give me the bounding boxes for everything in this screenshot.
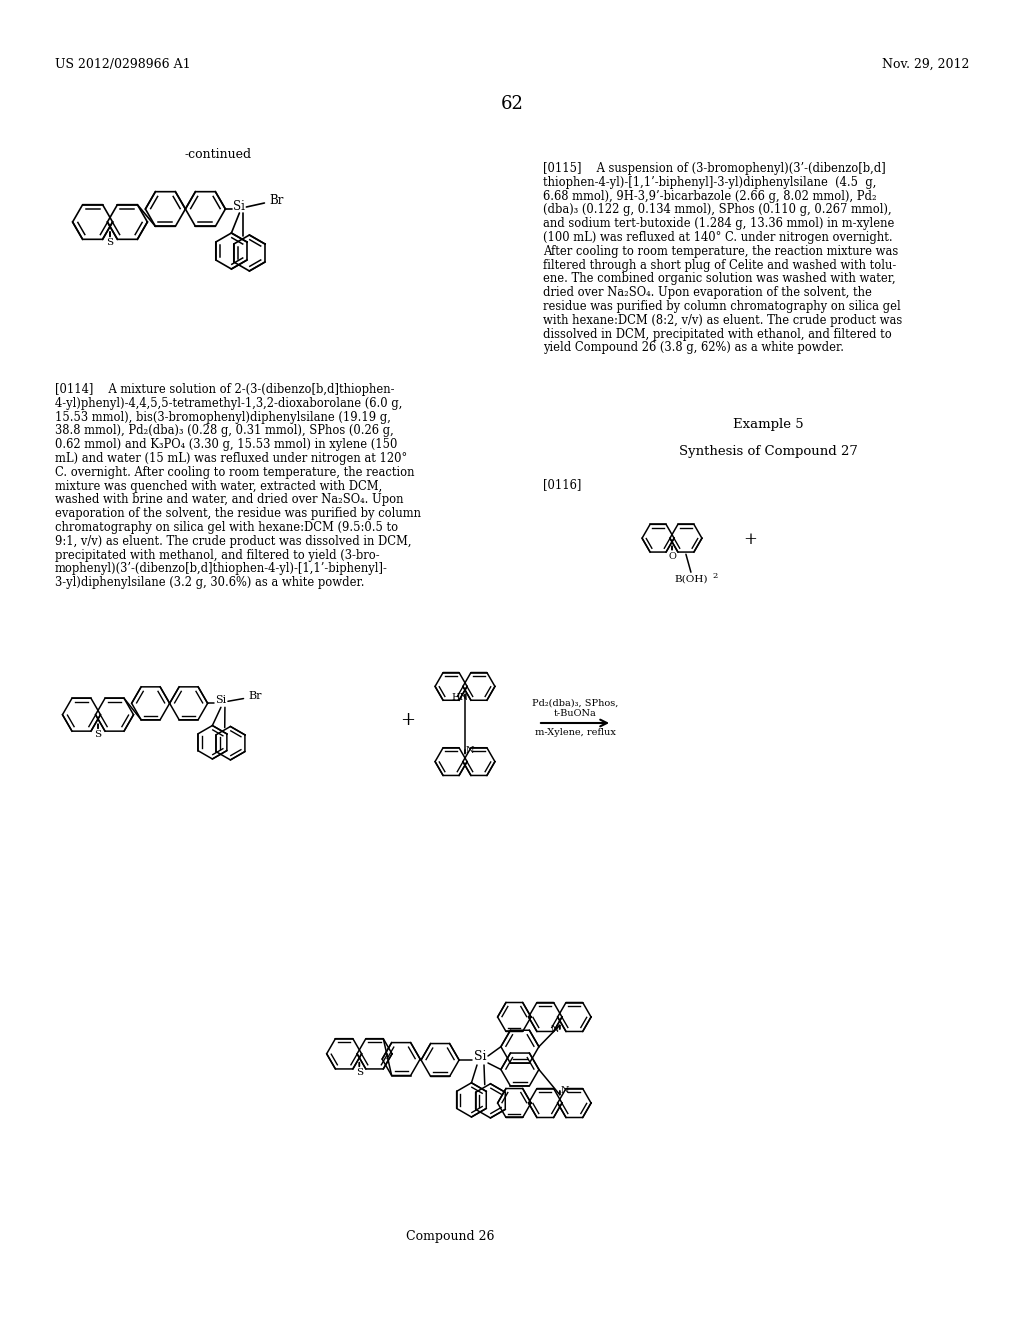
Text: S: S <box>355 1068 362 1077</box>
Text: S: S <box>94 730 101 739</box>
Text: [0114]  A mixture solution of 2-(3-(dibenzo[b,d]thiophen-: [0114] A mixture solution of 2-(3-(diben… <box>55 383 394 396</box>
Text: Br: Br <box>269 194 284 206</box>
Text: Br: Br <box>249 690 262 701</box>
Text: N: N <box>560 1086 569 1096</box>
Text: 38.8 mmol), Pd₂(dba)₃ (0.28 g, 0.31 mmol), SPhos (0.26 g,: 38.8 mmol), Pd₂(dba)₃ (0.28 g, 0.31 mmol… <box>55 425 394 437</box>
Text: N: N <box>466 746 474 755</box>
Text: chromatography on silica gel with hexane:DCM (9.5:0.5 to: chromatography on silica gel with hexane… <box>55 521 398 535</box>
Text: 2: 2 <box>713 572 718 581</box>
Text: [0116]: [0116] <box>543 478 582 491</box>
Text: B(OH): B(OH) <box>674 574 708 583</box>
Text: 62: 62 <box>501 95 523 114</box>
Text: with hexane:DCM (8:2, v/v) as eluent. The crude product was: with hexane:DCM (8:2, v/v) as eluent. Th… <box>543 314 902 327</box>
Text: 4-yl)phenyl)-4,4,5,5-tetramethyl-1,3,2-dioxaborolane (6.0 g,: 4-yl)phenyl)-4,4,5,5-tetramethyl-1,3,2-d… <box>55 397 402 409</box>
Text: residue was purified by column chromatography on silica gel: residue was purified by column chromatog… <box>543 300 901 313</box>
Text: Nov. 29, 2012: Nov. 29, 2012 <box>882 58 969 71</box>
Text: S: S <box>106 239 114 247</box>
Text: Si: Si <box>474 1051 486 1064</box>
Text: precipitated with methanol, and filtered to yield (3-bro-: precipitated with methanol, and filtered… <box>55 549 380 561</box>
Text: mL) and water (15 mL) was refluxed under nitrogen at 120°: mL) and water (15 mL) was refluxed under… <box>55 451 408 465</box>
Text: [0115]  A suspension of (3-bromophenyl)(3’-(dibenzo[b,d]: [0115] A suspension of (3-bromophenyl)(3… <box>543 162 886 176</box>
Text: US 2012/0298966 A1: US 2012/0298966 A1 <box>55 58 190 71</box>
Text: and sodium tert-butoxide (1.284 g, 13.36 mmol) in m-xylene: and sodium tert-butoxide (1.284 g, 13.36… <box>543 218 894 230</box>
Text: evaporation of the solvent, the residue was purified by column: evaporation of the solvent, the residue … <box>55 507 421 520</box>
Text: Pd₂(dba)₃, SPhos,: Pd₂(dba)₃, SPhos, <box>531 700 618 708</box>
Text: +: + <box>400 711 416 729</box>
Text: 3-yl)diphenylsilane (3.2 g, 30.6%) as a white powder.: 3-yl)diphenylsilane (3.2 g, 30.6%) as a … <box>55 577 365 589</box>
Text: C. overnight. After cooling to room temperature, the reaction: C. overnight. After cooling to room temp… <box>55 466 415 479</box>
Text: O: O <box>668 552 676 561</box>
Text: Synthesis of Compound 27: Synthesis of Compound 27 <box>679 445 857 458</box>
Text: filtered through a short plug of Celite and washed with tolu-: filtered through a short plug of Celite … <box>543 259 896 272</box>
Text: 9:1, v/v) as eluent. The crude product was dissolved in DCM,: 9:1, v/v) as eluent. The crude product w… <box>55 535 412 548</box>
Text: N: N <box>551 1024 559 1034</box>
Text: thiophen-4-yl)-[1,1’-biphenyl]-3-yl)diphenylsilane  (4.5  g,: thiophen-4-yl)-[1,1’-biphenyl]-3-yl)diph… <box>543 176 877 189</box>
Text: 6.68 mmol), 9H-3,9’-bicarbazole (2.66 g, 8.02 mmol), Pd₂: 6.68 mmol), 9H-3,9’-bicarbazole (2.66 g,… <box>543 190 877 202</box>
Text: Si: Si <box>233 199 246 213</box>
Text: ene. The combined organic solution was washed with water,: ene. The combined organic solution was w… <box>543 272 896 285</box>
Text: washed with brine and water, and dried over Na₂SO₄. Upon: washed with brine and water, and dried o… <box>55 494 403 507</box>
Text: dissolved in DCM, precipitated with ethanol, and filtered to: dissolved in DCM, precipitated with etha… <box>543 327 892 341</box>
Text: +: + <box>743 532 757 549</box>
Text: 0.62 mmol) and K₃PO₄ (3.30 g, 15.53 mmol) in xylene (150: 0.62 mmol) and K₃PO₄ (3.30 g, 15.53 mmol… <box>55 438 397 451</box>
Text: -continued: -continued <box>184 148 252 161</box>
Text: (dba)₃ (0.122 g, 0.134 mmol), SPhos (0.110 g, 0.267 mmol),: (dba)₃ (0.122 g, 0.134 mmol), SPhos (0.1… <box>543 203 892 216</box>
Text: dried over Na₂SO₄. Upon evaporation of the solvent, the: dried over Na₂SO₄. Upon evaporation of t… <box>543 286 871 300</box>
Text: HN: HN <box>452 693 469 702</box>
Text: mixture was quenched with water, extracted with DCM,: mixture was quenched with water, extract… <box>55 479 382 492</box>
Text: t-BuONa: t-BuONa <box>554 709 596 718</box>
Text: m-Xylene, reflux: m-Xylene, reflux <box>535 729 615 737</box>
Text: mophenyl)(3’-(dibenzo[b,d]thiophen-4-yl)-[1,1’-biphenyl]-: mophenyl)(3’-(dibenzo[b,d]thiophen-4-yl)… <box>55 562 388 576</box>
Text: yield Compound 26 (3.8 g, 62%) as a white powder.: yield Compound 26 (3.8 g, 62%) as a whit… <box>543 342 844 354</box>
Text: After cooling to room temperature, the reaction mixture was: After cooling to room temperature, the r… <box>543 244 898 257</box>
Text: Example 5: Example 5 <box>733 418 803 432</box>
Text: 15.53 mmol), bis(3-bromophenyl)diphenylsilane (19.19 g,: 15.53 mmol), bis(3-bromophenyl)diphenyls… <box>55 411 391 424</box>
Text: Compound 26: Compound 26 <box>406 1230 495 1243</box>
Text: (100 mL) was refluxed at 140° C. under nitrogen overnight.: (100 mL) was refluxed at 140° C. under n… <box>543 231 893 244</box>
Text: Si: Si <box>215 696 226 705</box>
